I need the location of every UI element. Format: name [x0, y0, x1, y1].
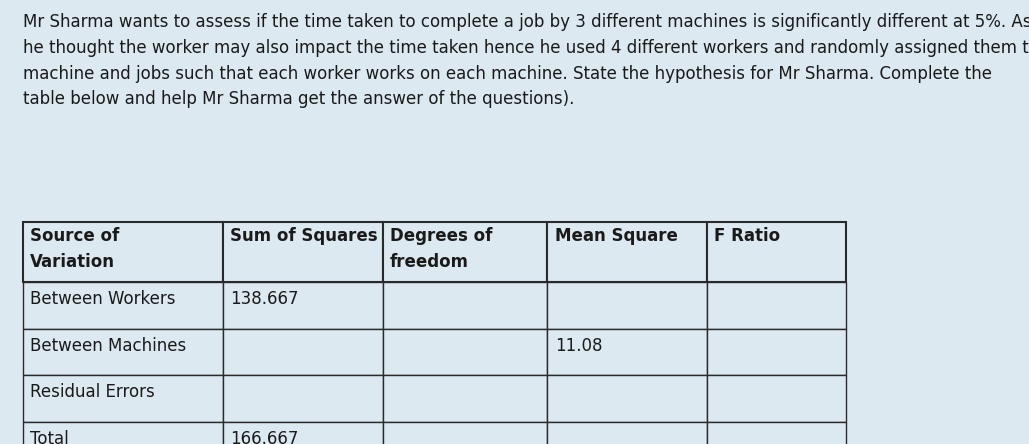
Bar — [707, 329, 846, 375]
Text: 138.667: 138.667 — [230, 290, 299, 308]
Bar — [23, 422, 223, 444]
Bar — [547, 422, 707, 444]
Bar — [547, 329, 707, 375]
Bar — [707, 222, 846, 282]
Bar — [383, 375, 547, 422]
Text: Degrees of
freedom: Degrees of freedom — [390, 227, 492, 271]
Bar — [383, 282, 547, 329]
Bar — [383, 422, 547, 444]
Bar — [23, 375, 223, 422]
Text: 11.08: 11.08 — [555, 337, 602, 355]
Bar — [223, 222, 383, 282]
Text: Sum of Squares: Sum of Squares — [230, 227, 378, 246]
Text: F Ratio: F Ratio — [714, 227, 780, 246]
Text: Mr Sharma wants to assess if the time taken to complete a job by 3 different mac: Mr Sharma wants to assess if the time ta… — [23, 13, 1029, 108]
Bar — [707, 375, 846, 422]
Bar — [23, 282, 223, 329]
Bar — [547, 222, 707, 282]
Bar — [707, 282, 846, 329]
Text: Source of
Variation: Source of Variation — [30, 227, 119, 271]
Text: Total: Total — [30, 430, 69, 444]
Bar — [547, 282, 707, 329]
Text: Between Workers: Between Workers — [30, 290, 175, 308]
Bar — [223, 422, 383, 444]
Bar — [383, 329, 547, 375]
Bar — [23, 329, 223, 375]
Bar — [707, 422, 846, 444]
Text: 166.667: 166.667 — [230, 430, 298, 444]
Bar — [223, 282, 383, 329]
Bar — [547, 375, 707, 422]
Bar — [383, 222, 547, 282]
Text: Residual Errors: Residual Errors — [30, 383, 154, 401]
Bar — [23, 222, 223, 282]
Bar — [223, 375, 383, 422]
Bar — [223, 329, 383, 375]
Text: Mean Square: Mean Square — [555, 227, 677, 246]
Text: Between Machines: Between Machines — [30, 337, 186, 355]
